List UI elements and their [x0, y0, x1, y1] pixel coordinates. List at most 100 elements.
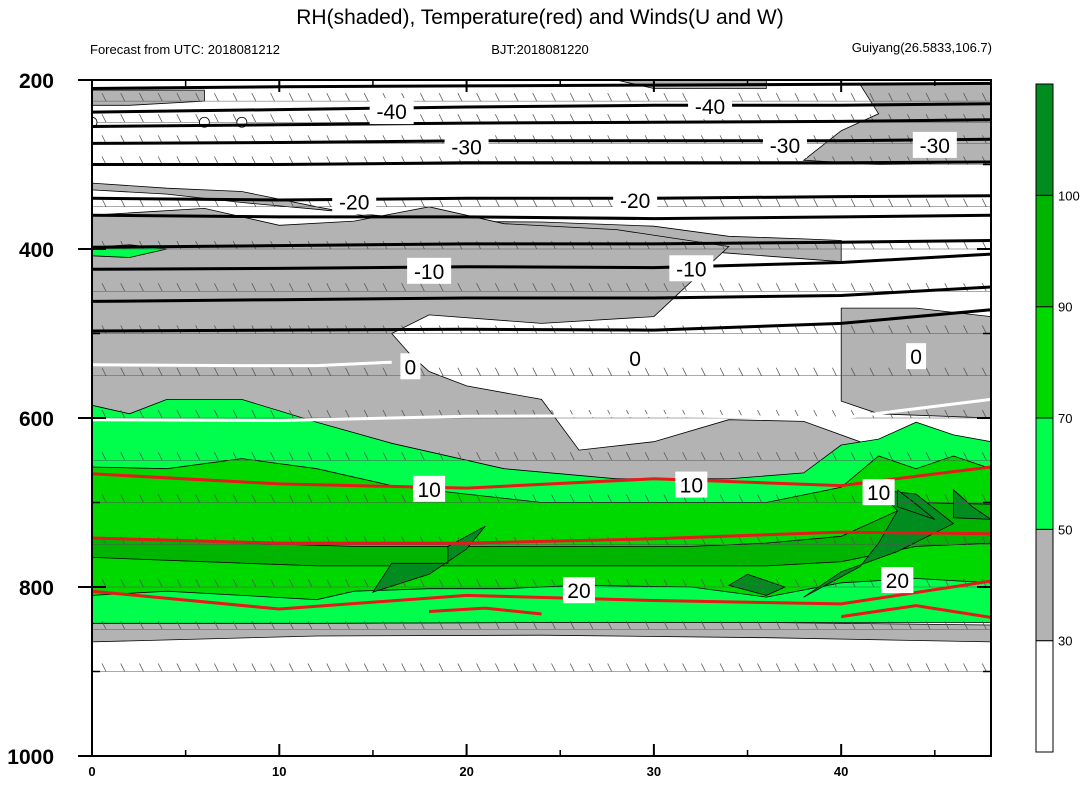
- wind-barb-225-14: [363, 92, 369, 102]
- wind-barb-650-43: [906, 452, 912, 461]
- wind-barb-350-33: [719, 198, 725, 207]
- wind-barb-800-9: [270, 578, 275, 588]
- wind-barb-900-31: [682, 663, 687, 672]
- wind-barb-450-11: [307, 283, 313, 292]
- wind-barb-700-4: [176, 494, 182, 503]
- wind-barb-450-7: [232, 283, 238, 292]
- wind-barb-750-42: [888, 536, 893, 545]
- wind-barb-850-24: [551, 621, 556, 630]
- wind-barb-600-14: [363, 409, 369, 419]
- wind-barb-700-45: [944, 494, 950, 503]
- wind-barb-850-45: [944, 621, 950, 630]
- wind-barb-225-23: [532, 92, 538, 102]
- wind-barb-250-21: [494, 114, 500, 123]
- wind-barb-350-26: [588, 198, 594, 207]
- wind-barb-200-32: [704, 80, 706, 81]
- contour-label-box-5: [332, 188, 377, 215]
- wind-barb-200-5: [199, 80, 200, 81]
- wind-barb-550-37: [794, 367, 800, 376]
- wind-barb-225-21: [494, 92, 500, 102]
- contour-labels-layer: -40 -40 -30 -30 -30 -20 -20 -10 -10 0 0 0 10 10 10 20 20: [332, 93, 957, 604]
- wind-barb-550-10: [288, 367, 294, 376]
- wind-barb-550-1: [120, 367, 126, 376]
- wind-barb-900-39: [832, 663, 837, 672]
- wind-barb-850-6: [214, 621, 219, 630]
- contour-label-box-10: [625, 344, 646, 371]
- wind-barb-750-34: [738, 536, 744, 545]
- wind-barb-250-22: [513, 114, 519, 123]
- wind-barb-800-34: [738, 578, 744, 588]
- wind-barb-850-32: [700, 621, 706, 630]
- temperature-contour-14: [92, 530, 991, 545]
- wind-barb-200-12: [330, 80, 331, 81]
- wind-barb-450-19: [457, 283, 463, 292]
- wind-barb-550-23: [532, 367, 538, 376]
- temperature-contour-2: [92, 118, 991, 128]
- wind-barb-650-22: [513, 452, 519, 461]
- wind-barb-700-1: [120, 494, 126, 503]
- wind-barb-350-47: [981, 198, 987, 207]
- wind-barb-700-46: [963, 494, 968, 503]
- wind-barb-900-26: [588, 663, 594, 672]
- wind-barb-800-19: [457, 578, 463, 588]
- wind-barb-500-43: [906, 325, 912, 334]
- wind-barb-200-7: [236, 80, 238, 81]
- wind-barb-900-23: [532, 663, 538, 672]
- wind-barb-800-30: [663, 578, 669, 588]
- wind-barb-450-5: [195, 283, 201, 292]
- contour-label-box-6: [613, 186, 658, 213]
- wind-barb-800-14: [363, 578, 369, 588]
- wind-barb-550-18: [438, 367, 444, 376]
- wind-barb-650-5: [195, 452, 201, 461]
- wind-barb-450-1: [120, 283, 126, 292]
- wind-barb-200-6: [217, 80, 219, 81]
- wind-barb-550-32: [700, 367, 706, 376]
- wind-barb-600-48: [1001, 410, 1005, 418]
- station-location-label: Guiyang(26.5833,106.7): [852, 40, 992, 55]
- wind-barb-200-3: [161, 80, 163, 81]
- wind-barb-200-1: [124, 80, 125, 81]
- temperature-contour-11: [92, 360, 392, 368]
- wind-barb-850-34: [738, 621, 744, 630]
- wind-barb-600-12: [326, 409, 332, 419]
- wind-barb-850-40: [850, 621, 856, 630]
- wind-barb-200-42: [892, 80, 893, 81]
- wind-barb-550-2: [139, 367, 144, 376]
- colorbar-swatch-1: [1035, 528, 1054, 642]
- wind-barb-800-37: [794, 578, 800, 588]
- wind-barb-450-43: [906, 283, 912, 292]
- wind-barb-225-39: [832, 92, 837, 102]
- wind-barb-800-12: [326, 578, 332, 588]
- wind-barb-700-5: [195, 494, 201, 503]
- wind-barb-200-28: [629, 80, 631, 81]
- wind-barb-900-29: [644, 663, 650, 672]
- wind-barb-900-35: [757, 663, 762, 672]
- wind-barb-450-8: [251, 283, 257, 292]
- wind-barb-225-6: [214, 92, 219, 102]
- wind-barb-900-13: [345, 663, 350, 672]
- wind-barb-850-3: [157, 621, 163, 630]
- wind-barb-450-31: [682, 283, 687, 292]
- wind-barb-450-22: [513, 283, 519, 292]
- wind-barb-450-23: [532, 283, 538, 292]
- wind-barb-900-47: [981, 663, 987, 672]
- wind-barb-750-47: [981, 536, 987, 545]
- rh-region-0: [92, 89, 205, 106]
- wind-barb-225-37: [794, 92, 800, 102]
- wind-barb-450-28: [626, 283, 631, 292]
- wind-barb-800-0: [101, 578, 107, 588]
- wind-barb-600-6: [214, 409, 219, 419]
- colorbar-swatch-2: [1035, 417, 1054, 530]
- wind-barb-450-16: [401, 283, 407, 292]
- wind-barb-550-41: [869, 367, 875, 376]
- wind-barb-700-30: [663, 494, 669, 503]
- wind-barb-200-0: [105, 80, 106, 81]
- contour-label-box-14: [862, 479, 895, 506]
- wind-barb-650-34: [738, 452, 744, 461]
- rh-region-15: [953, 488, 991, 520]
- wind-barb-600-8: [251, 409, 257, 419]
- wind-barb-850-14: [363, 621, 369, 630]
- wind-barb-250-23: [532, 114, 538, 123]
- wind-barb-700-9: [270, 494, 275, 503]
